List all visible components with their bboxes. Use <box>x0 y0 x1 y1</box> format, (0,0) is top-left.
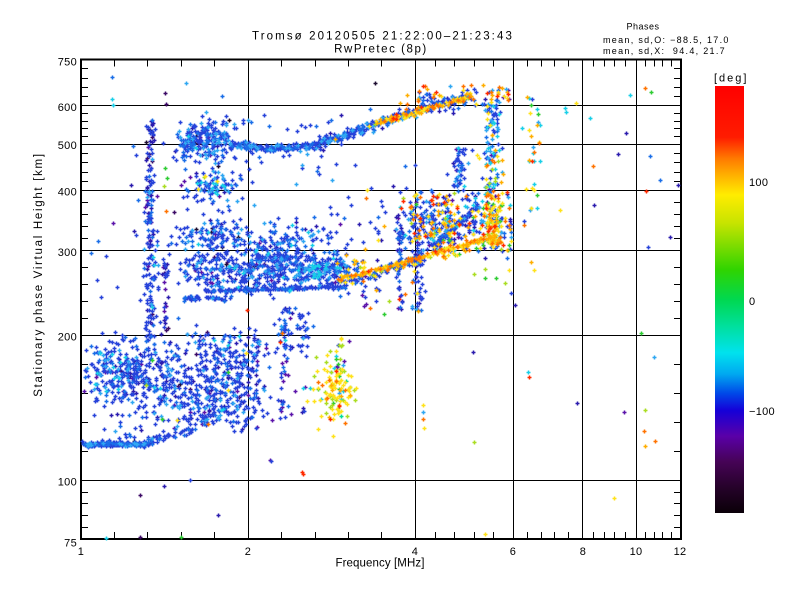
svg-text:75: 75 <box>64 538 77 550</box>
svg-text:100: 100 <box>749 177 768 189</box>
svg-text:mean, sd,X: 94.4, 21.7: mean, sd,X: 94.4, 21.7 <box>603 46 726 56</box>
svg-text:500: 500 <box>58 140 77 152</box>
svg-text:−100: −100 <box>749 406 775 418</box>
svg-text:0: 0 <box>749 296 755 308</box>
svg-text:200: 200 <box>58 332 77 344</box>
svg-text:Stationary phase Virtual Heigh: Stationary phase Virtual Height [km] <box>33 152 45 396</box>
svg-text:600: 600 <box>58 102 77 114</box>
svg-text:RwPretec (8p): RwPretec (8p) <box>334 44 428 56</box>
svg-text:Frequency [MHz]: Frequency [MHz] <box>335 558 424 570</box>
svg-text:10: 10 <box>630 546 643 558</box>
svg-text:6: 6 <box>510 546 516 558</box>
svg-text:[deg]: [deg] <box>714 73 748 85</box>
svg-text:mean, sd,O: −88.5, 17.0: mean, sd,O: −88.5, 17.0 <box>603 35 730 45</box>
svg-text:Phases: Phases <box>626 22 659 32</box>
svg-text:750: 750 <box>58 57 77 69</box>
svg-text:400: 400 <box>58 187 77 199</box>
svg-text:300: 300 <box>58 247 77 259</box>
svg-text:4: 4 <box>412 546 418 558</box>
svg-text:8: 8 <box>580 546 586 558</box>
svg-text:1: 1 <box>78 546 84 558</box>
svg-text:2: 2 <box>245 546 251 558</box>
svg-text:100: 100 <box>58 477 77 489</box>
svg-text:Tromsø 20120505 21:22:00–21:23: Tromsø 20120505 21:22:00–21:23:43 <box>252 31 514 43</box>
svg-text:12: 12 <box>674 546 687 558</box>
